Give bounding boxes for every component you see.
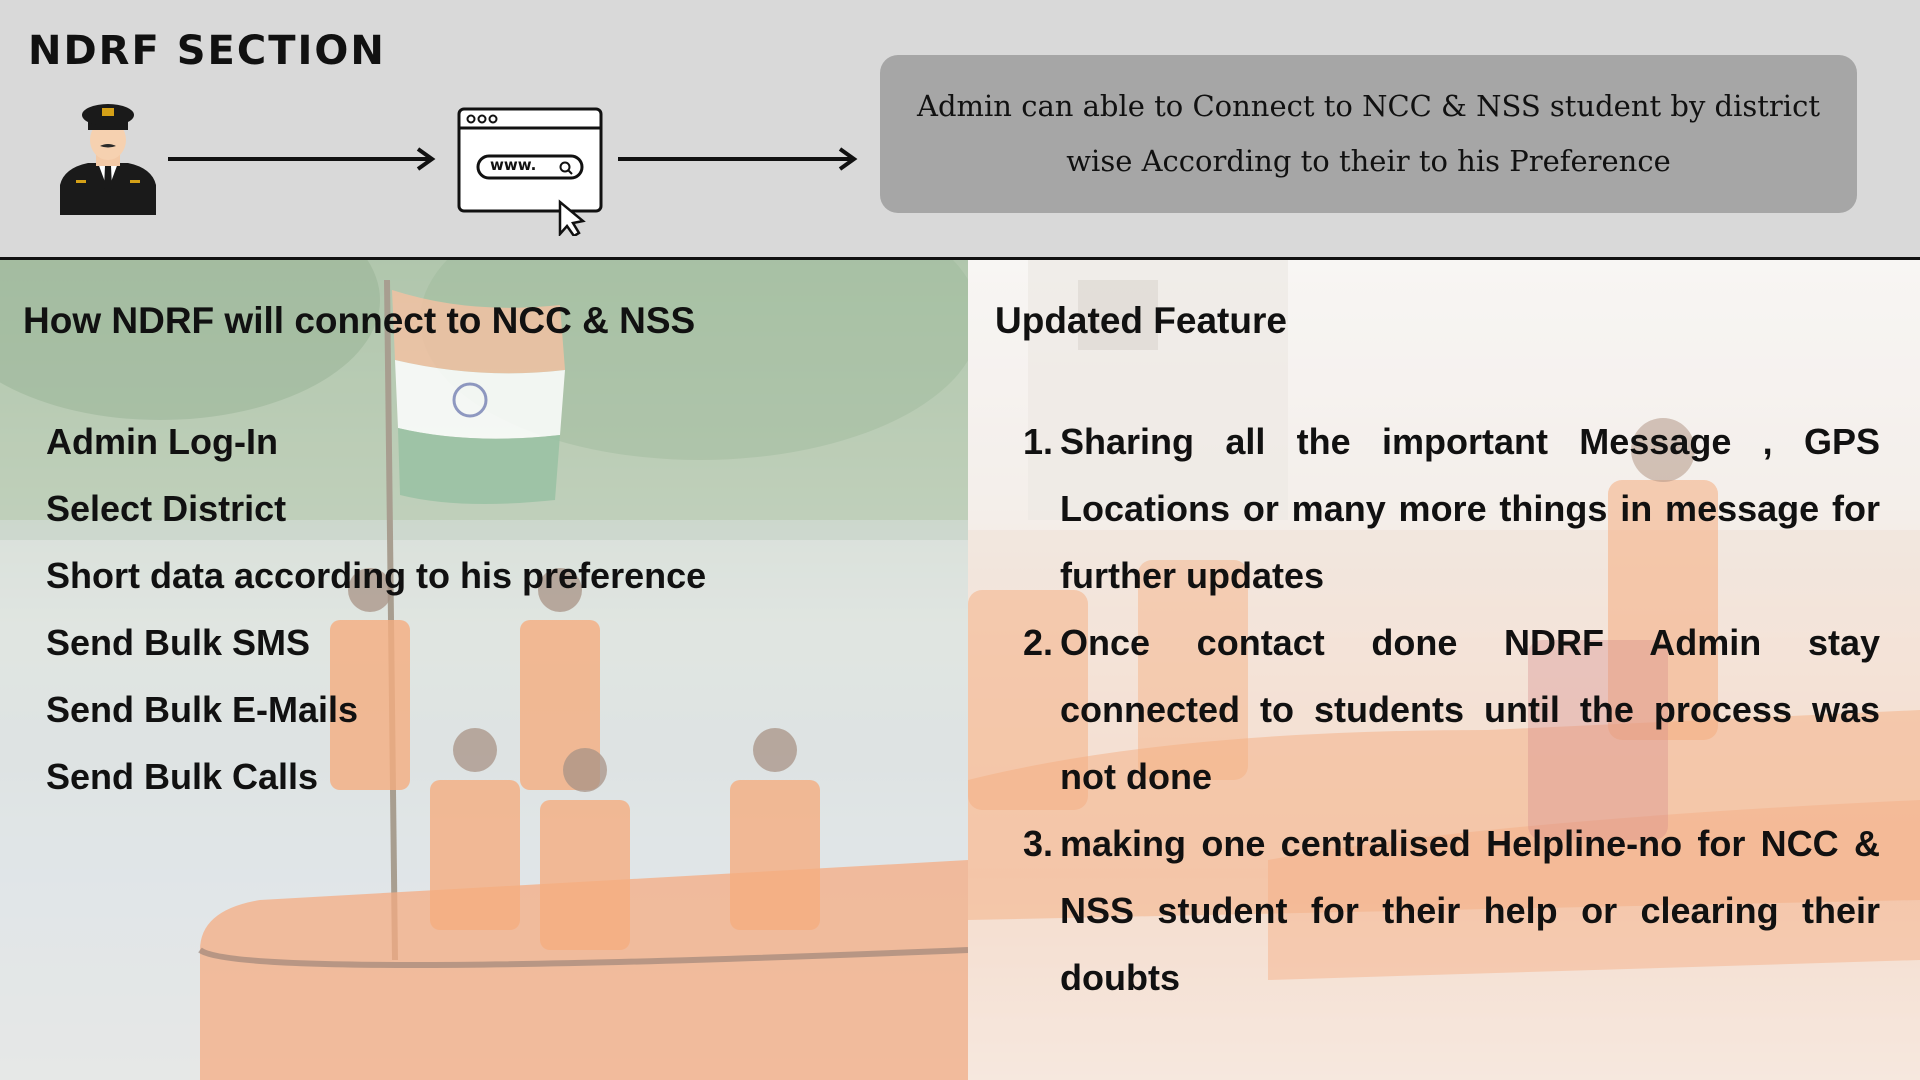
list-item: Short data according to his preference <box>46 555 707 596</box>
list-item: Send Bulk E-Mails <box>46 689 359 730</box>
cursor-icon <box>558 199 586 238</box>
list-item: Send Bulk Calls <box>46 756 319 797</box>
feature-text: Once contact done NDRF Admin stay connec… <box>1060 622 1880 797</box>
flood-rescue-photo <box>968 260 1920 1080</box>
top-header: NDRF SECTION www. <box>0 0 1920 257</box>
list-number: 1. <box>1023 421 1054 462</box>
photo-veil <box>0 260 968 1080</box>
rescue-boat-flag-photo <box>0 260 968 1080</box>
photo-veil <box>968 260 1920 1080</box>
description-box: Admin can able to Connect to NCC & NSS s… <box>880 55 1857 213</box>
section-title: NDRF SECTION <box>28 28 386 74</box>
description-text: Admin can able to Connect to NCC & NSS s… <box>917 89 1820 178</box>
list-item: 3. making one centralised Helpline-no fo… <box>968 810 1920 1011</box>
list-item: Admin Log-In <box>46 421 278 462</box>
arrow-right-icon <box>168 147 436 171</box>
header-divider <box>0 257 1920 260</box>
connect-steps-list: Admin Log-In Select District Short data … <box>46 408 706 810</box>
arrow-right-icon <box>618 147 858 171</box>
feature-text: making one centralised Helpline-no for N… <box>1060 823 1880 998</box>
list-item: 1. Sharing all the important Message , G… <box>968 408 1920 609</box>
list-item: Send Bulk SMS <box>46 622 311 663</box>
browser-window-icon: www. <box>456 106 606 238</box>
list-item: 2. Once contact done NDRF Admin stay con… <box>968 609 1920 810</box>
browser-url-text: www. <box>490 156 537 174</box>
list-number: 2. <box>1023 622 1054 663</box>
officer-icon <box>60 104 156 215</box>
feature-text: Sharing all the important Message , GPS … <box>1060 421 1880 596</box>
list-number: 3. <box>1023 823 1054 864</box>
right-panel-heading: Updated Feature <box>995 300 1287 341</box>
left-panel: How NDRF will connect to NCC & NSS Admin… <box>0 260 968 1080</box>
left-panel-heading: How NDRF will connect to NCC & NSS <box>23 300 696 341</box>
right-panel: Updated Feature 1. Sharing all the impor… <box>968 260 1920 1080</box>
list-item: Select District <box>46 488 287 529</box>
features-list: 1. Sharing all the important Message , G… <box>968 408 1920 1011</box>
